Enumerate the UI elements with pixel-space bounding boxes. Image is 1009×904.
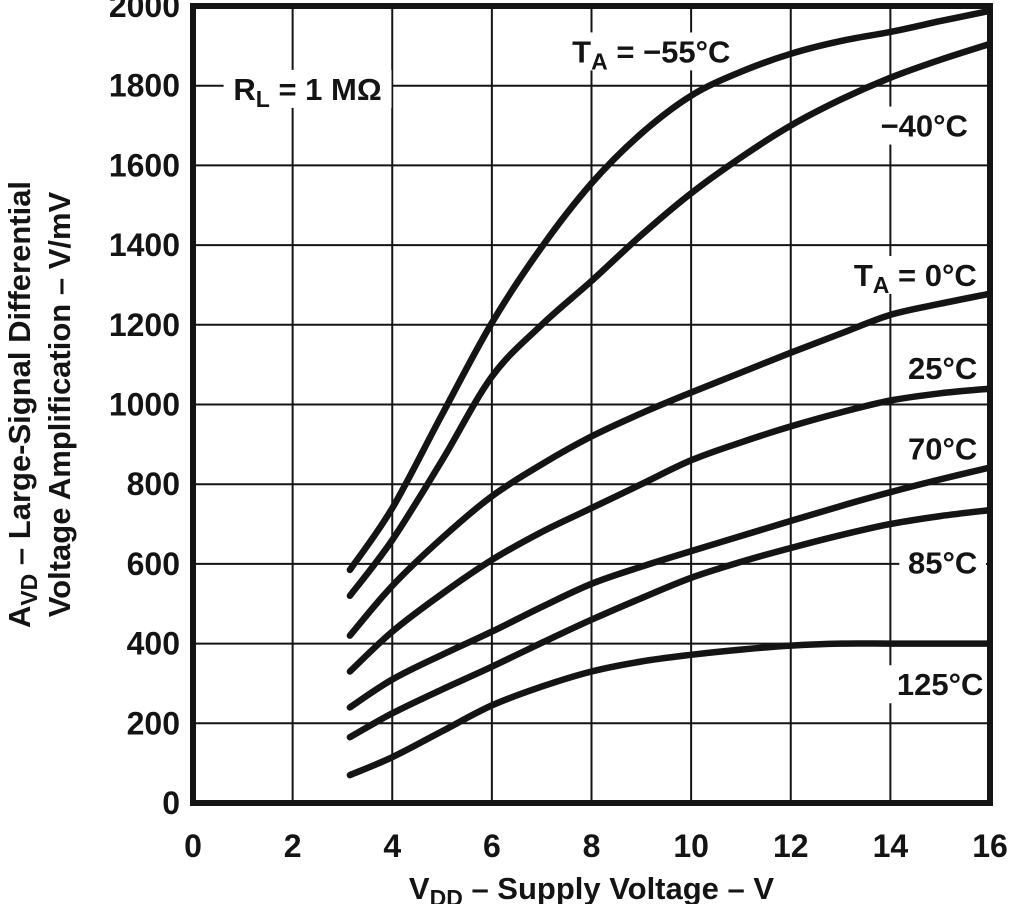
y-tick-label: 1200	[109, 307, 180, 343]
curve-label--40c: −40°C	[881, 109, 968, 144]
x-tick-labels: 0 2 4 6 8 10 12 14 16	[184, 828, 1008, 864]
y-tick-label: 1600	[109, 147, 180, 183]
label-mask	[562, 32, 741, 71]
curve-label-70c: 70°C	[908, 431, 977, 466]
x-tick-label: 10	[673, 828, 709, 864]
x-tick-label: 0	[184, 828, 202, 864]
curves	[346, 7, 991, 779]
y-axis-title-line2: Voltage Amplification – V/mV	[42, 191, 77, 617]
y-tick-labels: 0 200 400 600 800 1000 1200 1400 1600 1800 2000	[109, 0, 180, 821]
y-tick-label: 2000	[109, 0, 180, 24]
label-mask	[223, 69, 392, 108]
curve-70c	[346, 464, 991, 711]
x-tick-label: 12	[773, 828, 809, 864]
curve-0c	[346, 290, 991, 639]
curve-25c	[346, 385, 991, 675]
curve-label-25c: 25°C	[908, 351, 977, 386]
curve--55c	[346, 7, 991, 574]
curve-85c	[346, 506, 991, 741]
x-tick-label: 8	[583, 828, 601, 864]
x-axis-title: VDD – Supply Voltage – V	[409, 871, 774, 904]
label-mask	[899, 543, 987, 582]
x-tick-label: 6	[483, 828, 501, 864]
x-tick-label: 2	[284, 828, 302, 864]
label-mask	[888, 665, 993, 704]
curve-125c	[346, 640, 991, 779]
curve-label--55c: TA = −55°C	[572, 34, 730, 74]
condition-label: RL = 1 MΩ	[233, 72, 381, 112]
curve-label-125c: 125°C	[897, 667, 984, 702]
x-tick-label: 4	[383, 828, 401, 864]
y-tick-label: 400	[127, 626, 180, 662]
curve-label-0c: TA = 0°C	[854, 258, 977, 298]
label-masks	[223, 32, 993, 704]
curve--40c	[346, 40, 991, 600]
label-mask	[843, 255, 987, 294]
label-mask	[899, 348, 987, 387]
y-tick-label: 1800	[109, 68, 180, 104]
y-tick-label: 1400	[109, 227, 180, 263]
label-mask	[871, 106, 977, 145]
y-tick-label: 800	[127, 466, 180, 502]
y-tick-label: 200	[127, 705, 180, 741]
curve-label-85c: 85°C	[908, 546, 977, 581]
x-tick-label: 14	[873, 828, 909, 864]
y-tick-label: 1000	[109, 387, 180, 423]
y-tick-label: 600	[127, 546, 180, 582]
plot-frame	[190, 3, 993, 806]
x-tick-label: 16	[972, 828, 1008, 864]
y-tick-label: 0	[162, 785, 180, 821]
y-axis-title-line1: AVD – Large-Signal Differential	[2, 181, 42, 628]
label-mask	[899, 429, 987, 468]
